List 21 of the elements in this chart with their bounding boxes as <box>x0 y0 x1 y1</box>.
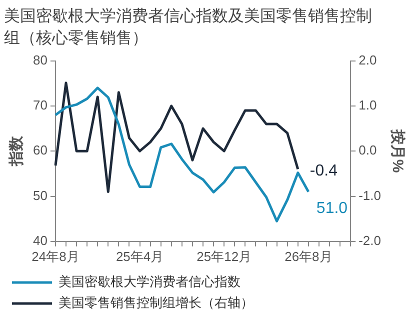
x-tick-label: 25年4月 <box>116 248 164 264</box>
legend-label: 美国密歇根大学消费者信心指数 <box>58 274 240 290</box>
y2-tick-label: -2.0 <box>358 232 382 248</box>
y2-tick-label: 0.0 <box>358 142 377 158</box>
legend-label: 美国零售销售控制组增长（右轴） <box>58 295 254 310</box>
data-label: 51.0 <box>316 200 348 218</box>
x-tick-label: 25年12月 <box>196 248 252 264</box>
y-tick-label: 80 <box>32 52 48 68</box>
y-tick-label: 70 <box>32 98 48 113</box>
y-tick-label: 60 <box>32 142 48 158</box>
data-label: -0.4 <box>310 162 338 180</box>
y2-axis-title: 按月% <box>388 128 406 173</box>
y2-tick-label: 2.0 <box>358 52 377 68</box>
chart-title: 美国密歇根大学消费者信心指数及美国零售销售控制组（核心零售销售） <box>3 6 373 49</box>
x-tick-label: 26年8月 <box>284 248 332 264</box>
y2-tick-label: -1.0 <box>358 188 382 203</box>
y2-tick-label: 1.0 <box>358 98 377 113</box>
y-tick-label: 40 <box>32 232 48 248</box>
y-axis-title: 指数 <box>8 135 26 168</box>
y-tick-label: 50 <box>32 188 48 203</box>
x-tick-label: 24年8月 <box>32 248 80 264</box>
